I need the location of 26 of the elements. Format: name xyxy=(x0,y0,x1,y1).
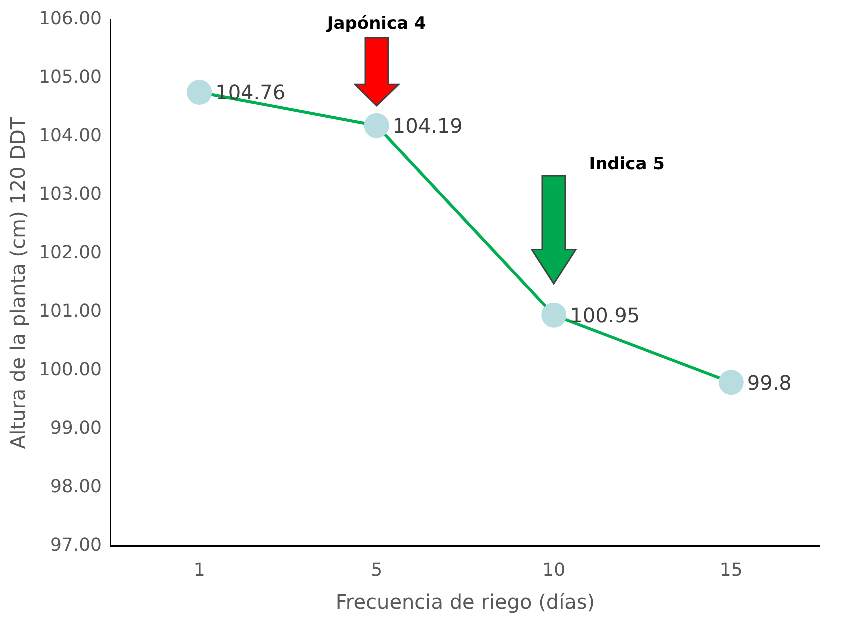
data-label: 100.95 xyxy=(570,304,640,328)
y-tick-label: 105.00 xyxy=(39,67,102,88)
y-tick-label: 99.00 xyxy=(50,418,102,440)
y-tick-label: 100.00 xyxy=(39,360,102,381)
y-tick-label: 101.00 xyxy=(39,301,102,322)
x-tick-label: 1 xyxy=(194,560,206,581)
y-tick-label: 103.00 xyxy=(39,184,102,206)
y-tick-label: 97.00 xyxy=(50,535,102,556)
y-tick-label: 104.00 xyxy=(39,126,102,147)
annotation: Japónica 4 xyxy=(326,14,426,34)
x-axis-title: Frecuencia de riego (días) xyxy=(336,590,596,614)
y-tick-label: 102.00 xyxy=(39,242,102,264)
point xyxy=(364,113,390,138)
point xyxy=(542,302,567,328)
y-tick-label: 98.00 xyxy=(50,476,102,498)
x-tick-label: 5 xyxy=(371,560,383,581)
y-axis-title: Altura de la planta (cm) 120 DDT xyxy=(6,116,30,450)
x-tick-label: 10 xyxy=(542,560,566,581)
data-label: 104.76 xyxy=(216,80,286,105)
x-tick-label: 15 xyxy=(720,560,743,581)
annotation: Indica 5 xyxy=(589,154,665,174)
data-label: 104.19 xyxy=(392,114,463,138)
point xyxy=(718,370,744,396)
point xyxy=(187,80,212,106)
data-label: 99.8 xyxy=(747,370,792,395)
y-tick-label: 106.00 xyxy=(39,8,102,30)
